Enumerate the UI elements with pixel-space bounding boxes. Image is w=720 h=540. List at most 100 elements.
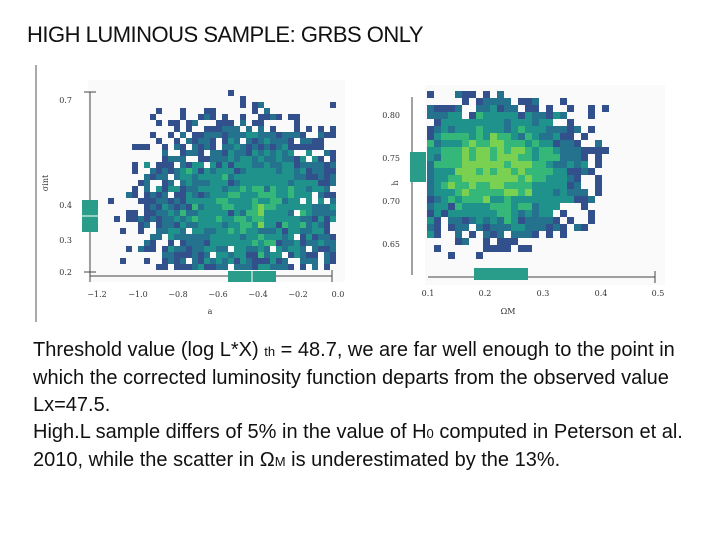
density-cell	[434, 133, 441, 140]
density-cell	[204, 264, 210, 270]
density-cell	[282, 156, 288, 162]
density-cell	[246, 246, 252, 252]
density-cell	[264, 180, 270, 186]
density-cell	[476, 203, 483, 210]
density-cell	[306, 222, 312, 228]
density-cell	[518, 217, 525, 224]
density-cell	[490, 175, 497, 182]
density-cell	[126, 210, 132, 216]
density-cell	[490, 231, 497, 238]
density-cell	[539, 196, 546, 203]
density-cell	[511, 119, 518, 126]
density-cell	[270, 180, 276, 186]
density-cell	[174, 138, 180, 144]
density-cell	[455, 231, 462, 238]
density-cell	[476, 154, 483, 161]
density-cell	[222, 180, 228, 186]
density-cell	[306, 204, 312, 210]
density-cell	[228, 156, 234, 162]
density-cell	[567, 182, 574, 189]
density-cell	[504, 161, 511, 168]
density-cell	[204, 168, 210, 174]
density-cell	[318, 138, 324, 144]
density-cell	[504, 98, 511, 105]
density-cell	[288, 228, 294, 234]
density-cell	[511, 224, 518, 231]
density-cell	[246, 144, 252, 150]
density-cell	[144, 192, 150, 198]
density-cell	[174, 186, 180, 192]
density-cell	[144, 186, 150, 192]
density-cell	[330, 258, 336, 264]
density-cell	[150, 114, 156, 120]
density-cell	[168, 210, 174, 216]
density-cell	[300, 132, 306, 138]
density-cell	[186, 162, 192, 168]
density-cell	[210, 132, 216, 138]
density-cell	[567, 161, 574, 168]
density-cell	[434, 210, 441, 217]
density-cell	[192, 222, 198, 228]
density-cell	[204, 234, 210, 240]
density-cell	[246, 222, 252, 228]
density-cell	[490, 203, 497, 210]
density-cell	[318, 168, 324, 174]
density-cell	[252, 132, 258, 138]
density-cell	[258, 162, 264, 168]
density-cell	[186, 210, 192, 216]
density-cell	[246, 174, 252, 180]
density-cell	[294, 252, 300, 258]
density-cell	[469, 203, 476, 210]
density-cell	[324, 222, 330, 228]
density-cell	[216, 252, 222, 258]
density-cell	[511, 196, 518, 203]
density-cell	[476, 210, 483, 217]
density-cell	[588, 210, 595, 217]
density-cell	[234, 132, 240, 138]
density-cell	[258, 246, 264, 252]
density-cell	[282, 234, 288, 240]
density-cell	[192, 198, 198, 204]
density-cell	[168, 216, 174, 222]
density-cell	[525, 217, 532, 224]
density-cell	[518, 203, 525, 210]
density-cell	[546, 210, 553, 217]
density-cell	[264, 162, 270, 168]
density-cell	[490, 119, 497, 126]
density-cell	[222, 264, 228, 270]
density-cell	[455, 140, 462, 147]
density-cell	[497, 217, 504, 224]
density-cell	[455, 210, 462, 217]
density-cell	[210, 156, 216, 162]
density-cell	[518, 196, 525, 203]
density-cell	[318, 204, 324, 210]
density-cell	[228, 174, 234, 180]
density-cell	[270, 216, 276, 222]
density-cell	[462, 210, 469, 217]
density-cell	[504, 147, 511, 154]
density-cell	[483, 238, 490, 245]
density-cell	[330, 174, 336, 180]
density-cell	[204, 198, 210, 204]
density-cell	[469, 189, 476, 196]
density-cell	[476, 224, 483, 231]
density-cell	[222, 156, 228, 162]
density-cell	[222, 222, 228, 228]
density-cell	[312, 234, 318, 240]
density-cell	[204, 156, 210, 162]
density-cell	[455, 224, 462, 231]
density-cell	[567, 126, 574, 133]
density-cell	[282, 144, 288, 150]
density-cell	[210, 180, 216, 186]
y-tick-label: 0.70	[382, 197, 400, 206]
density-cell	[264, 258, 270, 264]
density-cell	[469, 133, 476, 140]
density-cell	[324, 150, 330, 156]
density-cell	[525, 231, 532, 238]
density-cell	[483, 245, 490, 252]
density-cell	[174, 222, 180, 228]
density-cell	[198, 132, 204, 138]
density-cell	[574, 126, 581, 133]
density-cell	[476, 133, 483, 140]
